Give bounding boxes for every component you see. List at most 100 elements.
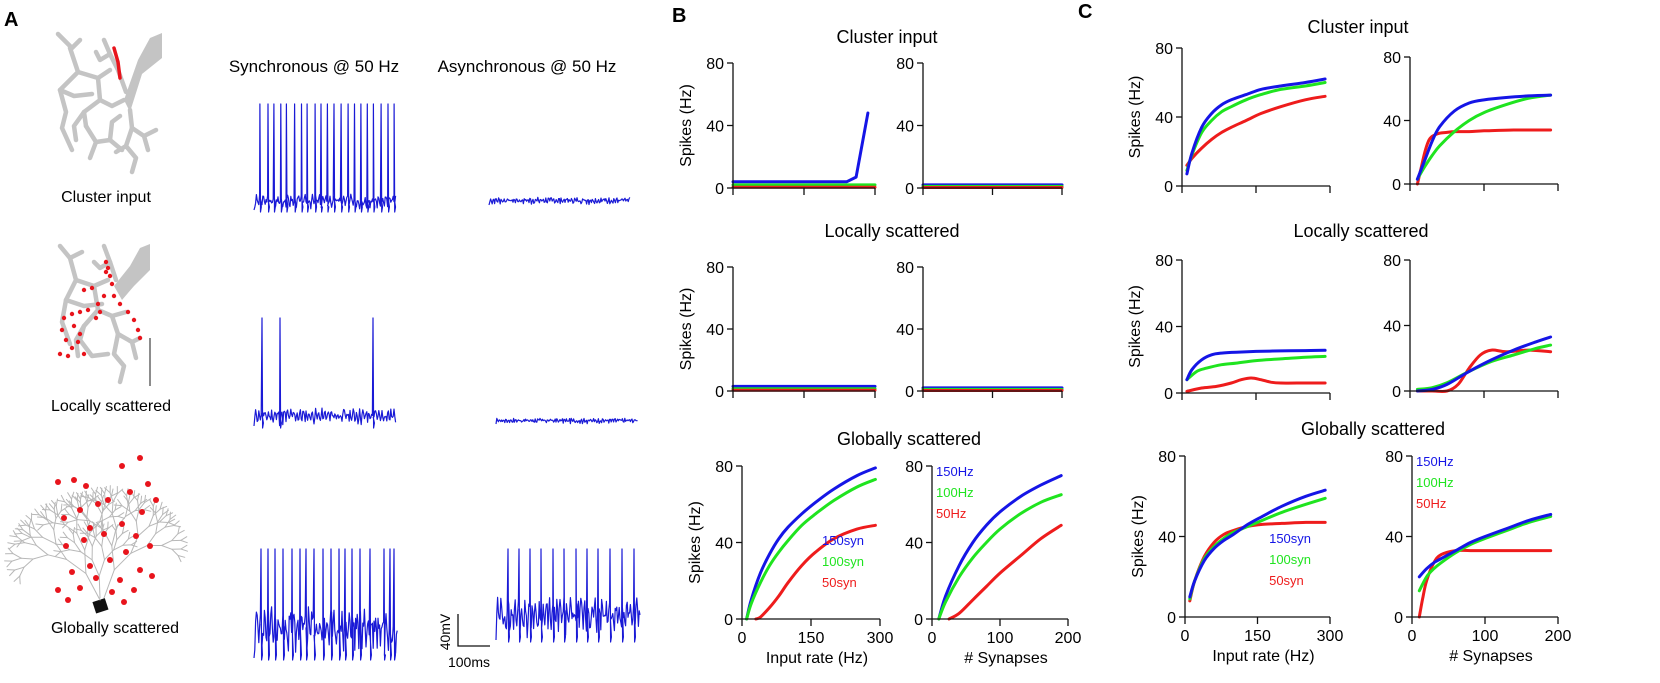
dendrite-branch bbox=[67, 492, 72, 500]
synapse-dot bbox=[87, 525, 93, 531]
trace-local-sync bbox=[253, 317, 397, 429]
x-tick-label: 200 bbox=[1055, 630, 1082, 647]
synapse-dot bbox=[127, 489, 133, 495]
dendrite-branch bbox=[35, 523, 44, 526]
chart-c4: 0 40 80 bbox=[1383, 253, 1559, 401]
synapse-dot bbox=[139, 509, 145, 515]
synapse-dot bbox=[71, 323, 77, 329]
y-tick-label: 0 bbox=[1394, 610, 1403, 627]
synapse-dot bbox=[57, 351, 63, 357]
legend-entry: 50syn bbox=[822, 575, 857, 590]
dendrite-branch bbox=[24, 542, 37, 546]
dendrite-branch bbox=[123, 125, 139, 175]
dendrite-branch bbox=[122, 538, 129, 546]
dendrite-branch bbox=[162, 506, 164, 515]
synapse-dot bbox=[131, 317, 137, 323]
chart-b6: 0 40 80 0 100 200 # Synapses 150Hz 100Hz 50Hz bbox=[905, 459, 1081, 667]
y-tick-label: 40 bbox=[706, 119, 724, 136]
soma-trunk bbox=[124, 33, 162, 112]
dendrite-branch bbox=[87, 499, 96, 502]
dendrite-branch bbox=[42, 536, 57, 545]
synapse-dot bbox=[105, 497, 111, 503]
dendrite-branch bbox=[128, 494, 131, 503]
dendrite-branch bbox=[53, 517, 57, 530]
series-line-150 bbox=[1185, 77, 1327, 176]
trace-local-async bbox=[495, 417, 638, 425]
dendrite-branch bbox=[103, 569, 115, 599]
soma bbox=[92, 598, 109, 614]
trace-global-sync bbox=[253, 548, 398, 661]
y-tick-label: 40 bbox=[905, 536, 923, 553]
dendrite-branch bbox=[177, 555, 186, 558]
series-line-50hz bbox=[947, 523, 1063, 621]
chart-b5: 0 40 80 0 150 300 Spikes (Hz) Input rate (Hz) 15… bbox=[687, 459, 893, 667]
y-tick-label: 80 bbox=[1385, 449, 1403, 466]
synapse-dot bbox=[63, 337, 69, 343]
dendrite-branch bbox=[77, 519, 91, 522]
synapse-dot bbox=[117, 301, 123, 307]
dendrite-branch bbox=[101, 37, 129, 95]
dendrite-branch bbox=[111, 545, 115, 571]
dendrite-branch bbox=[94, 537, 103, 547]
synapse-dot bbox=[103, 259, 109, 265]
y-tick-label: 0 bbox=[1392, 177, 1401, 194]
synapse-dot bbox=[119, 463, 125, 469]
dendrite-branch bbox=[53, 529, 57, 545]
synapse-dot bbox=[107, 273, 113, 279]
series-line-100 bbox=[1185, 354, 1327, 382]
series-line-100hz bbox=[937, 493, 1063, 621]
synapse-dot bbox=[95, 501, 101, 507]
dendrite-branch bbox=[117, 499, 123, 507]
dendrite-branch bbox=[152, 508, 161, 516]
y-tick-label: 40 bbox=[1385, 530, 1403, 547]
dendrite-branch bbox=[149, 499, 154, 507]
dendrite-branch bbox=[80, 551, 93, 561]
synapse-dot bbox=[101, 531, 107, 537]
dendrite-branch bbox=[132, 494, 138, 502]
dendrite-branch bbox=[11, 557, 22, 562]
dendrite-branch bbox=[116, 533, 123, 541]
dendrite-branch bbox=[25, 524, 35, 530]
legend-entry: 50Hz bbox=[1416, 496, 1446, 511]
dendrite-branch bbox=[121, 489, 128, 497]
dendrite-branch bbox=[20, 557, 34, 560]
scale-bar-voltage: 40mV bbox=[437, 613, 453, 650]
dendrite-branch bbox=[76, 492, 81, 500]
dendrite-branch bbox=[103, 504, 113, 514]
synapse-dot bbox=[87, 563, 93, 569]
y-tick-label: 40 bbox=[896, 322, 914, 339]
y-tick-label: 80 bbox=[1383, 253, 1401, 270]
dendrite-branch bbox=[137, 492, 140, 502]
dendrite-branch bbox=[83, 521, 89, 529]
dendrite-branch bbox=[47, 554, 67, 560]
y-tick-label: 0 bbox=[715, 181, 724, 198]
y-tick-label: 80 bbox=[1158, 449, 1176, 466]
y-axis-label: Spikes (Hz) bbox=[678, 288, 695, 371]
dendrite-branch bbox=[104, 549, 115, 561]
dendrite-branch bbox=[143, 505, 151, 511]
dendrite-branch bbox=[129, 339, 139, 361]
dendrite-branch bbox=[66, 537, 75, 544]
dendrite-branch bbox=[74, 496, 81, 503]
dendrite-branch bbox=[82, 527, 88, 534]
synapse-dot bbox=[135, 327, 141, 333]
dendrite-branch bbox=[71, 507, 78, 520]
dendrite-branch bbox=[130, 540, 138, 546]
dendrite-branch bbox=[101, 527, 109, 531]
dendrite-branch bbox=[130, 545, 148, 554]
synapse-dot bbox=[81, 537, 87, 543]
x-tick-label: 150 bbox=[1244, 628, 1271, 645]
synapse-dot bbox=[77, 309, 83, 315]
dendrite-branch bbox=[81, 75, 103, 129]
dendrite-branch bbox=[161, 540, 173, 546]
dendrite-branch bbox=[45, 503, 51, 511]
dendrite-branch bbox=[125, 504, 129, 517]
y-tick-label: 80 bbox=[706, 56, 724, 73]
dendrite-branch bbox=[22, 529, 31, 536]
dendrite-branch bbox=[65, 498, 72, 506]
dendrite-branch bbox=[64, 508, 70, 516]
dendrite-branch bbox=[155, 526, 166, 535]
y-tick-label: 40 bbox=[715, 536, 733, 553]
dendrite-branch bbox=[37, 524, 44, 531]
dendrite-branch bbox=[162, 509, 169, 515]
